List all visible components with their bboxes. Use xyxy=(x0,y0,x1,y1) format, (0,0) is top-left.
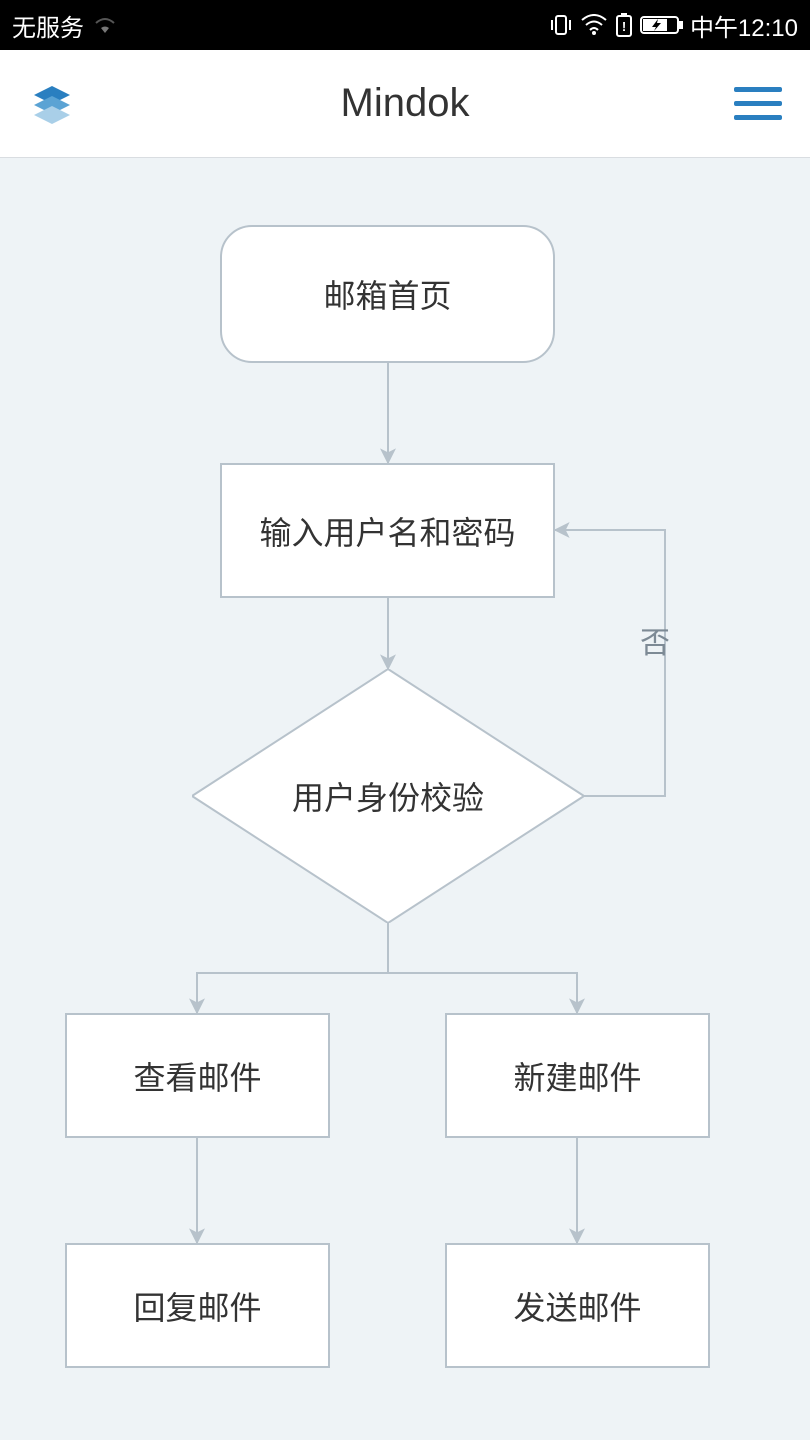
status-bar: 无服务 ! 中午12:10 xyxy=(0,0,810,50)
flow-node-label: 查看邮件 xyxy=(133,1053,261,1099)
wifi-icon xyxy=(580,14,608,36)
edge-label: 否 xyxy=(640,618,670,662)
menu-button[interactable] xyxy=(734,87,782,120)
status-right: ! 中午12:10 xyxy=(548,8,798,43)
flowchart-canvas[interactable]: 邮箱首页输入用户名和密码用户身份校验查看邮件 新建邮件回复邮件 发送邮件 否 xyxy=(0,158,810,1440)
no-service-text: 无服务 xyxy=(12,8,84,43)
status-time: 中午12:10 xyxy=(690,8,798,43)
flow-edge xyxy=(388,923,577,1013)
flow-node[interactable]: 新建邮件 xyxy=(445,1013,710,1138)
wifi-weak-icon xyxy=(92,15,118,35)
battery-saver-icon: ! xyxy=(614,12,634,38)
battery-icon xyxy=(640,14,684,36)
flow-edge xyxy=(197,923,388,1013)
layers-icon[interactable] xyxy=(28,80,76,128)
svg-text:!: ! xyxy=(622,19,626,34)
flow-node-label: 发送邮件 xyxy=(513,1283,641,1329)
flow-node[interactable]: 查看邮件 xyxy=(65,1013,330,1138)
status-left: 无服务 xyxy=(12,8,118,43)
flow-node[interactable]: 输入用户名和密码 xyxy=(220,463,555,598)
vibrate-icon xyxy=(548,12,574,38)
flow-node-label: 邮箱首页 xyxy=(323,271,451,317)
flow-node-label: 新建邮件 xyxy=(513,1053,641,1099)
app-bar: Mindok xyxy=(0,50,810,158)
flow-node[interactable]: 邮箱首页 xyxy=(220,225,555,363)
flow-node-label: 回复邮件 xyxy=(133,1283,261,1329)
app-title: Mindok xyxy=(341,81,470,126)
flow-node[interactable]: 发送邮件 xyxy=(445,1243,710,1368)
flow-node-diamond[interactable]: 用户身份校验 xyxy=(192,669,584,923)
flow-node[interactable]: 回复邮件 xyxy=(65,1243,330,1368)
flow-node-label: 输入用户名和密码 xyxy=(259,508,515,554)
